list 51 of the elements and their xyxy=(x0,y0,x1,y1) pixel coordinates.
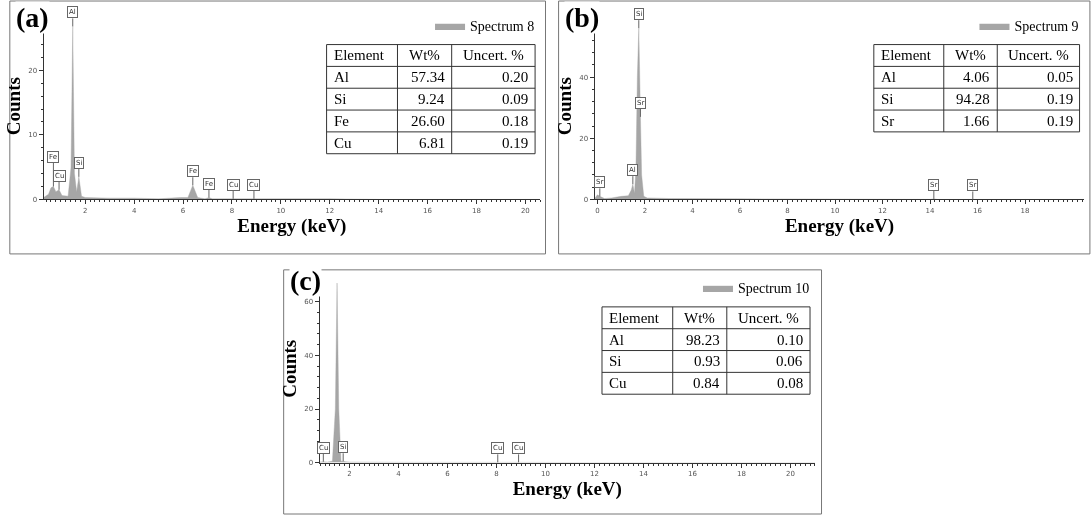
chart-title: (b) xyxy=(565,2,600,33)
annotation: 9.24 xyxy=(418,91,445,107)
annotation: Element xyxy=(609,310,660,326)
annotation: Uncert. % xyxy=(1008,47,1069,63)
annotation: Al xyxy=(881,69,896,85)
annotation: 0.19 xyxy=(1047,91,1074,107)
annotation: Cu xyxy=(334,135,352,151)
annotation: 0.09 xyxy=(502,91,529,107)
annotation: 0.08 xyxy=(777,375,804,391)
x-axis-title: Energy (keV) xyxy=(512,478,622,500)
y-axis-title: Counts xyxy=(554,77,576,136)
legend-label: Spectrum 9 xyxy=(1014,19,1079,35)
annotation: Si xyxy=(609,353,622,369)
annotation: Si xyxy=(334,91,347,107)
annotation: 0.93 xyxy=(694,353,721,369)
annotation: Wt% xyxy=(409,47,440,63)
y-axis-title: Counts xyxy=(279,339,301,398)
legend-label: Spectrum 8 xyxy=(470,19,535,35)
annotation: 1.66 xyxy=(963,113,990,129)
x-axis-title: Energy (keV) xyxy=(784,214,895,237)
chart-title: (c) xyxy=(290,265,322,296)
y-axis-title: Counts xyxy=(3,77,25,136)
annotation: Uncert. % xyxy=(738,310,799,326)
x-axis-title: Energy (keV) xyxy=(237,214,347,237)
annotation: Uncert. % xyxy=(463,47,524,63)
annotation: 0.19 xyxy=(1047,113,1074,129)
legend-label: Spectrum 10 xyxy=(737,281,810,297)
chart-title: (a) xyxy=(16,2,49,33)
annotation: 0.05 xyxy=(1047,69,1074,85)
annotation: Fe xyxy=(334,113,350,129)
annotation: Al xyxy=(609,332,624,348)
annotation: 94.28 xyxy=(956,91,990,107)
annotation: 6.81 xyxy=(419,135,446,151)
annotation: 0.18 xyxy=(502,113,529,129)
annotation: 0.19 xyxy=(502,135,529,151)
annotation: Sr xyxy=(881,113,895,129)
annotation: Wt% xyxy=(684,310,715,326)
annotation: Element xyxy=(334,47,385,63)
annotation: 26.60 xyxy=(411,113,445,129)
annotation: 4.06 xyxy=(963,69,990,85)
annotation: 0.20 xyxy=(502,69,529,85)
annotation: Wt% xyxy=(955,47,986,63)
annotation: Si xyxy=(881,91,894,107)
annotation: 0.10 xyxy=(777,332,804,348)
annotation: 0.06 xyxy=(776,353,803,369)
annotation: 98.23 xyxy=(686,332,720,348)
annotation: 57.34 xyxy=(411,69,446,85)
annotation: Cu xyxy=(609,375,627,391)
annotation: 0.84 xyxy=(693,375,720,391)
annotation: Element xyxy=(881,47,932,63)
annotation: Al xyxy=(334,69,349,85)
